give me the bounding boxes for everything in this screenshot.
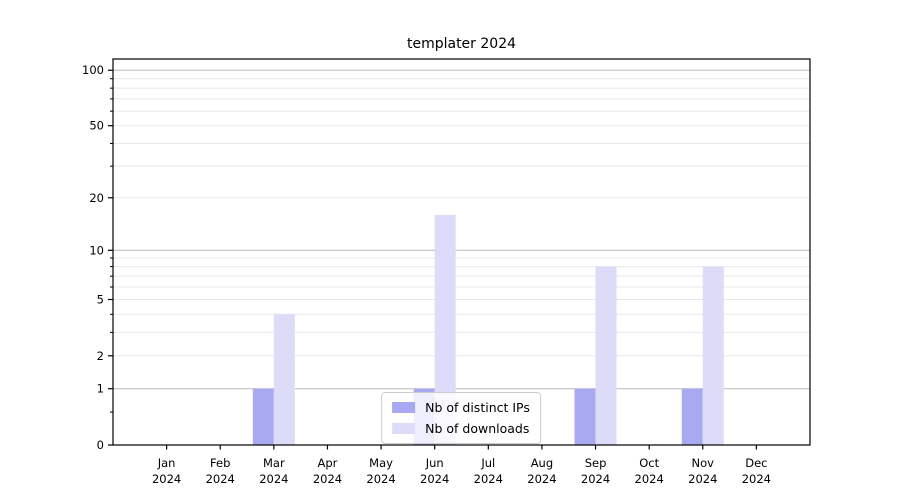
x-axis-tick-label: Aug 2024 <box>527 456 556 486</box>
legend-swatch-downloads <box>392 423 416 434</box>
legend-swatch-distinct-ips <box>392 402 416 413</box>
y-axis-tick-label: 1 <box>97 382 104 396</box>
x-axis-tick-label: Mar 2024 <box>259 456 288 486</box>
bar-downloads-sep <box>595 266 617 445</box>
x-axis-tick-label: Nov 2024 <box>688 456 717 486</box>
legend: Nb of distinct IPs Nb of downloads <box>381 392 541 444</box>
y-axis-tick-label: 100 <box>82 63 104 77</box>
legend-label-distinct-ips: Nb of distinct IPs <box>425 400 530 415</box>
y-axis-tick-label: 50 <box>89 119 104 133</box>
legend-label-downloads: Nb of downloads <box>425 421 530 436</box>
bar-downloads-nov <box>702 266 724 445</box>
bar-downloads-jun <box>434 214 456 445</box>
bar-distinct-ips-mar <box>252 388 274 445</box>
y-axis-tick-label: 10 <box>89 243 104 257</box>
y-axis-tick-label: 2 <box>97 349 104 363</box>
x-axis-tick-label: Sep 2024 <box>581 456 610 486</box>
plot-border <box>112 58 811 446</box>
chart-title: templater 2024 <box>406 36 517 52</box>
x-axis-tick-label: May 2024 <box>366 456 395 486</box>
y-axis-tick-label: 0 <box>97 438 104 452</box>
legend-item-downloads: Nb of downloads <box>392 421 530 436</box>
bar-distinct-ips-sep <box>574 388 596 445</box>
bar-distinct-ips-nov <box>681 388 703 445</box>
x-axis-tick-label: Apr 2024 <box>313 456 342 486</box>
y-axis-tick-label: 20 <box>89 191 104 205</box>
x-axis-tick-label: Oct 2024 <box>635 456 664 486</box>
x-axis-tick-label: Jul 2024 <box>474 456 503 486</box>
x-axis-tick-label: Jan 2024 <box>152 456 181 486</box>
y-axis-tick-label: 5 <box>97 293 104 307</box>
x-axis-tick-label: Jun 2024 <box>420 456 449 486</box>
legend-item-distinct-ips: Nb of distinct IPs <box>392 400 530 415</box>
bar-downloads-mar <box>273 314 295 445</box>
x-axis-tick-label: Dec 2024 <box>742 456 771 486</box>
x-axis-tick-label: Feb 2024 <box>206 456 235 486</box>
